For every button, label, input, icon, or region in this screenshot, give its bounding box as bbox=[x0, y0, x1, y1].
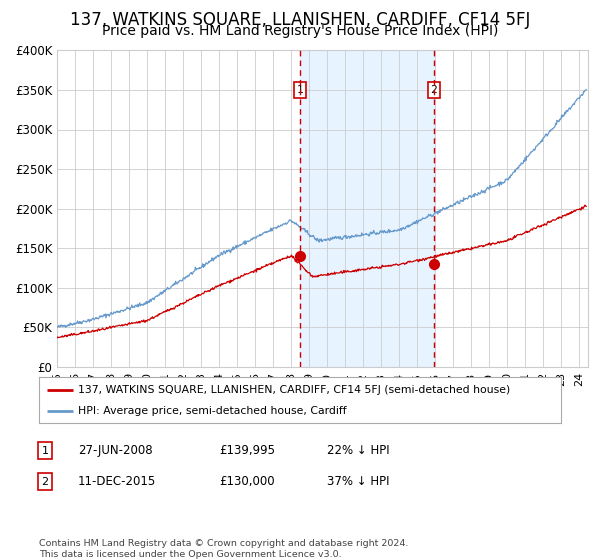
Text: 22% ↓ HPI: 22% ↓ HPI bbox=[327, 444, 389, 458]
Text: Price paid vs. HM Land Registry's House Price Index (HPI): Price paid vs. HM Land Registry's House … bbox=[102, 24, 498, 38]
Text: 137, WATKINS SQUARE, LLANISHEN, CARDIFF, CF14 5FJ (semi-detached house): 137, WATKINS SQUARE, LLANISHEN, CARDIFF,… bbox=[78, 385, 511, 395]
Text: 2: 2 bbox=[41, 477, 49, 487]
Text: 11-DEC-2015: 11-DEC-2015 bbox=[78, 475, 156, 488]
Text: 137, WATKINS SQUARE, LLANISHEN, CARDIFF, CF14 5FJ: 137, WATKINS SQUARE, LLANISHEN, CARDIFF,… bbox=[70, 11, 530, 29]
Text: 2: 2 bbox=[431, 85, 437, 95]
Text: 37% ↓ HPI: 37% ↓ HPI bbox=[327, 475, 389, 488]
Bar bbox=[300, 50, 434, 367]
Text: 1: 1 bbox=[41, 446, 49, 456]
Text: £139,995: £139,995 bbox=[219, 444, 275, 458]
Text: 27-JUN-2008: 27-JUN-2008 bbox=[78, 444, 152, 458]
Text: £130,000: £130,000 bbox=[219, 475, 275, 488]
Text: HPI: Average price, semi-detached house, Cardiff: HPI: Average price, semi-detached house,… bbox=[78, 407, 347, 416]
Text: 1: 1 bbox=[296, 85, 303, 95]
Text: Contains HM Land Registry data © Crown copyright and database right 2024.
This d: Contains HM Land Registry data © Crown c… bbox=[39, 539, 409, 559]
